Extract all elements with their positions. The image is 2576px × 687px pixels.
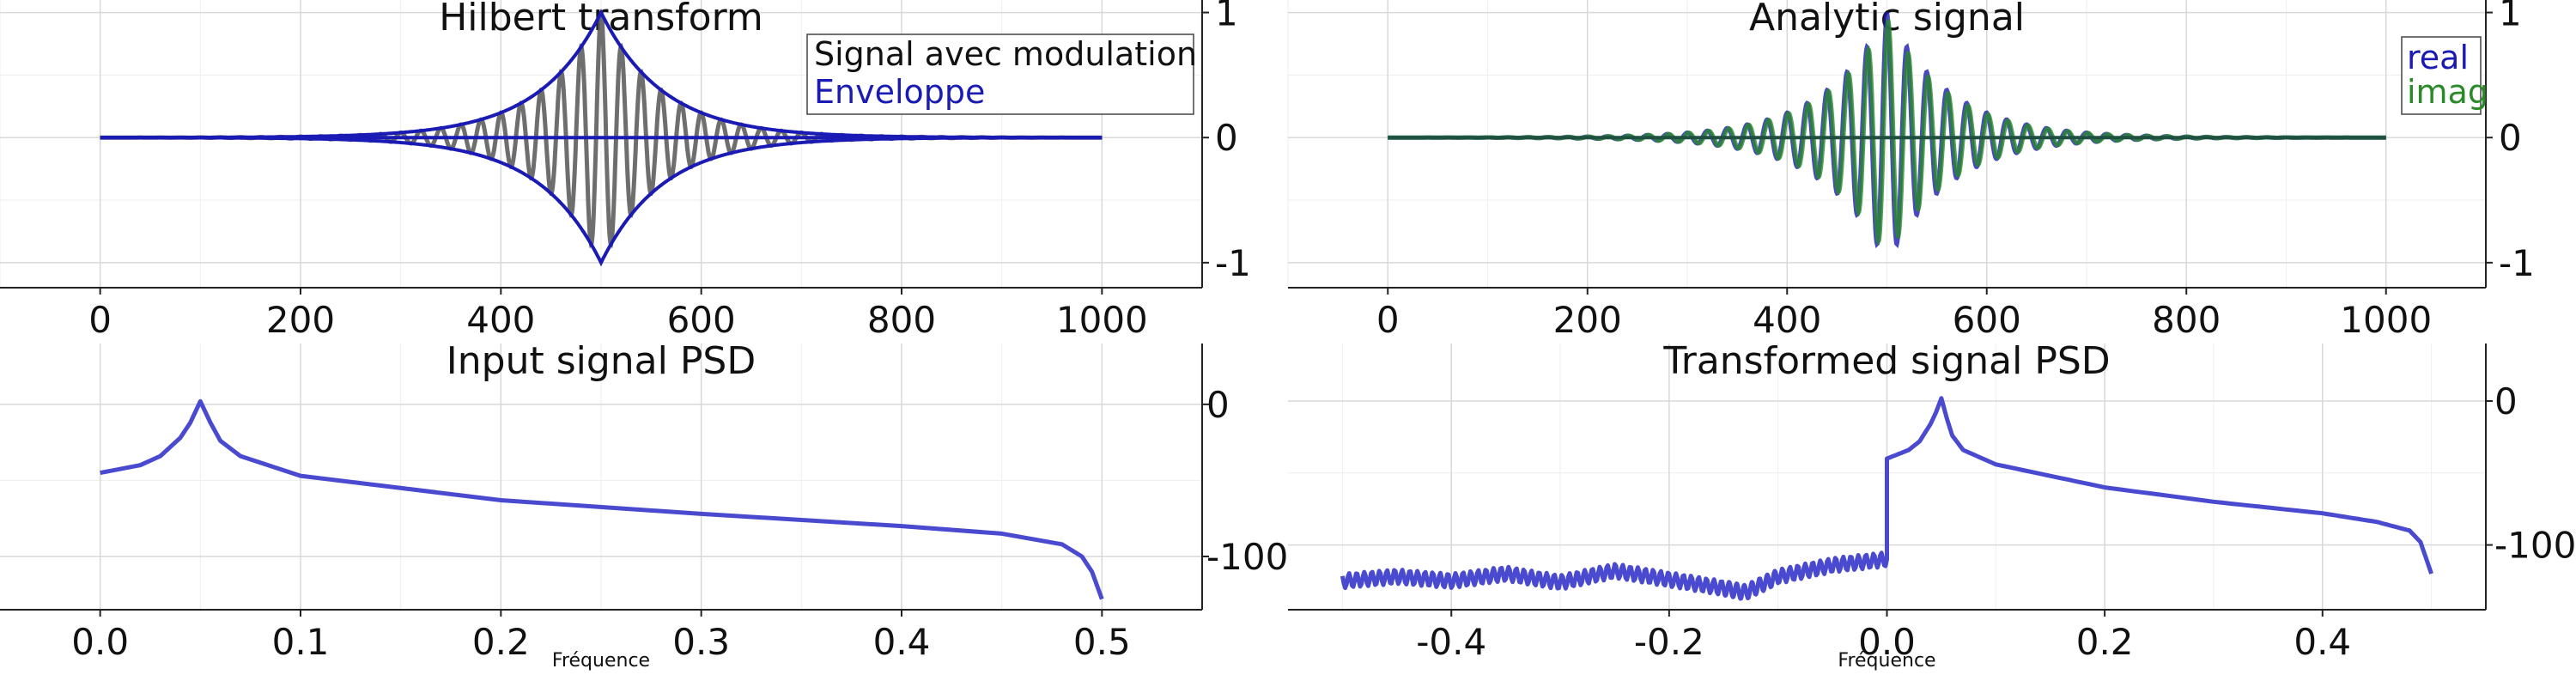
y-tick-label: -100 [2494, 525, 2576, 567]
y-tick-label: 1 [2499, 0, 2522, 34]
x-tick-label: 0.2 [2076, 621, 2134, 663]
chart-title: Input signal PSD [447, 339, 756, 383]
x-tick-label: -0.4 [1416, 621, 1486, 663]
x-tick-label: 400 [466, 299, 535, 341]
chart-input_psd: 0.0 0.1 0.2 0.3 0.4 0.5 0 -100 Input signal PSD F… [0, 339, 1288, 672]
x-tick-label: 0.2 [472, 621, 530, 663]
legend-entry-real: real [2407, 39, 2469, 76]
y-tick-label: 0 [2499, 117, 2522, 159]
chart-title: Transformed signal PSD [1662, 339, 2110, 383]
x-tick-label: 600 [667, 299, 736, 341]
x-tick-label: 0.4 [2293, 621, 2351, 663]
y-tick-label: -1 [1215, 242, 1251, 284]
x-tick-label: 800 [867, 299, 936, 341]
y-tick-label: 1 [1215, 0, 1238, 34]
x-tick-label: 0 [1376, 299, 1400, 341]
legend-entry-imag: imag [2407, 73, 2488, 111]
legend-entry-envelope: Enveloppe [814, 73, 985, 111]
x-tick-label: 0.3 [672, 621, 730, 663]
x-tick-label: 0.4 [873, 621, 931, 663]
x-tick-label: 0.1 [272, 621, 330, 663]
legend-box [2401, 36, 2482, 115]
x-tick-label: 1000 [2340, 299, 2432, 341]
x-tick-label: 0.0 [71, 621, 129, 663]
x-tick-label: 0.0 [1858, 621, 1916, 663]
x-tick-label: 1000 [1056, 299, 1148, 341]
x-axis-label: Fréquence [552, 650, 650, 672]
y-tick-label: -100 [1206, 536, 1288, 578]
y-tick-label: -1 [2499, 242, 2535, 284]
x-tick-label: 200 [1553, 299, 1622, 341]
x-tick-label: 0 [88, 299, 112, 341]
x-tick-label: 200 [266, 299, 335, 341]
x-tick-label: 0.5 [1073, 621, 1131, 663]
series-line-psd [1340, 396, 2433, 601]
y-tick-label: 0 [1206, 384, 1230, 426]
y-tick-label: 0 [1215, 117, 1238, 159]
x-tick-label: -0.2 [1634, 621, 1704, 663]
x-tick-label: 400 [1753, 299, 1821, 341]
x-axis-label: Fréquence [1838, 650, 1935, 672]
x-tick-label: 600 [1953, 299, 2021, 341]
legend-entry-signal: Signal avec modulation [814, 35, 1197, 73]
legend-box [806, 33, 1194, 115]
y-tick-label: 0 [2494, 380, 2518, 423]
x-tick-label: 800 [2152, 299, 2221, 341]
series-line-psd [100, 398, 1104, 600]
chart-transformed_psd: -0.4 -0.2 0.0 0.2 0.4 0 -100 Transformed signal… [1288, 339, 2576, 672]
